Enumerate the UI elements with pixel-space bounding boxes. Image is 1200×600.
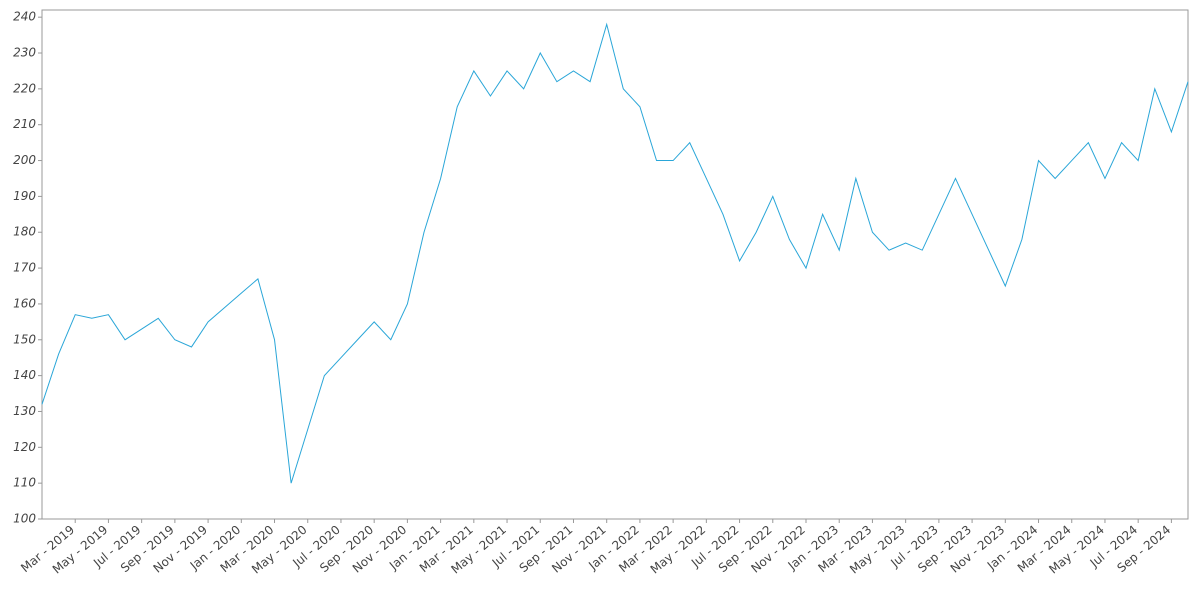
y-tick-label: 240 bbox=[13, 10, 36, 24]
data-line bbox=[41, 22, 1189, 484]
y-tick-label: 110 bbox=[13, 476, 36, 490]
y-tick-label: 190 bbox=[13, 189, 36, 203]
y-tick-label: 220 bbox=[13, 81, 36, 95]
y-tick-label: 150 bbox=[13, 332, 36, 346]
y-tick-label: 130 bbox=[13, 404, 36, 418]
y-tick-label: 140 bbox=[13, 368, 36, 382]
y-tick-label: 170 bbox=[13, 261, 36, 275]
y-tick-label: 160 bbox=[13, 296, 36, 310]
y-tick-label: 200 bbox=[13, 153, 36, 167]
y-tick-label: 100 bbox=[13, 512, 36, 526]
y-tick-label: 180 bbox=[13, 225, 36, 239]
plot-frame bbox=[41, 9, 1189, 520]
y-tick-label: 120 bbox=[13, 440, 36, 454]
y-tick-label: 230 bbox=[13, 46, 36, 60]
y-tick-label: 210 bbox=[13, 117, 36, 131]
